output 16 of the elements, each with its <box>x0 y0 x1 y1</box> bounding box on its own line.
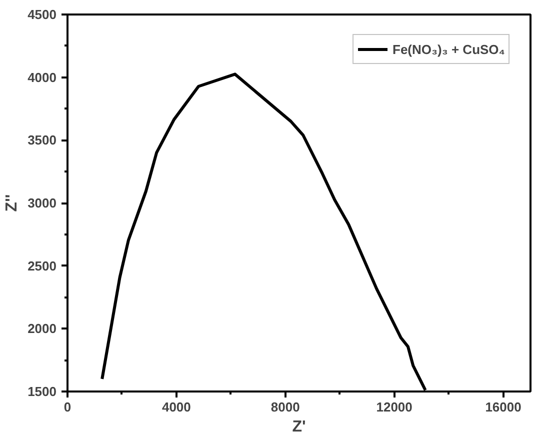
y-tick-label: 2500 <box>28 258 56 274</box>
y-tick-label: 3000 <box>28 196 56 210</box>
y-tick-label: 1500 <box>28 384 56 399</box>
x-tick-label: 4000 <box>162 400 191 414</box>
y-tick-label: 2000 <box>28 321 56 336</box>
x-tick-label: 12000 <box>376 400 412 414</box>
y-axis-title: Z'' <box>4 194 21 212</box>
y-tick-label: 4000 <box>28 70 56 85</box>
x-tick-label: 8000 <box>270 400 300 414</box>
y-tick-label: 3500 <box>28 132 56 148</box>
y-tick-label: 4500 <box>28 7 56 22</box>
x-tick-label: 0 <box>64 400 72 414</box>
x-tick-label: 16000 <box>485 400 522 414</box>
legend-label: Fe(NO₃)₃ + CuSO₄ <box>392 42 505 56</box>
x-axis-title: Z' <box>292 418 306 436</box>
line-series <box>100 72 427 392</box>
